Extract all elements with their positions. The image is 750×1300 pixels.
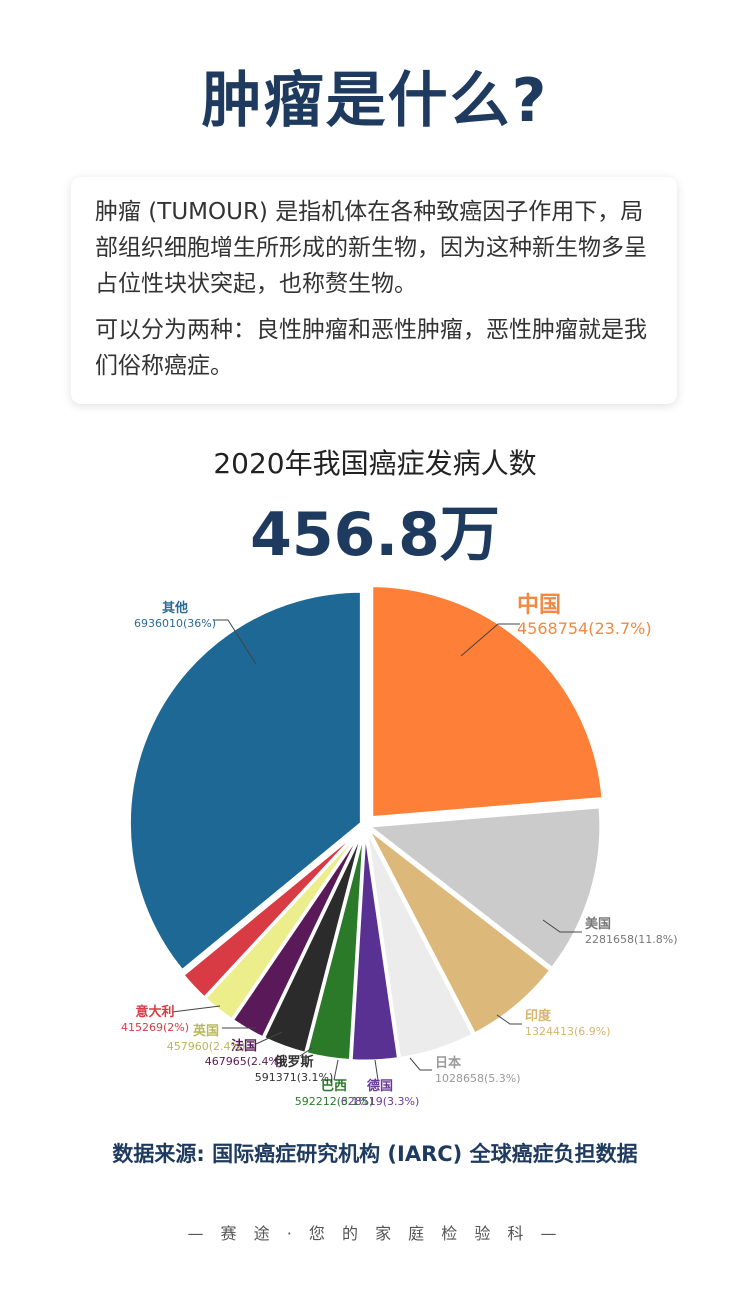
leader-line-9 bbox=[171, 1005, 221, 1013]
leader-line-7 bbox=[255, 1031, 283, 1045]
slice-value-label-7: 467965(2.4%) bbox=[205, 1055, 284, 1068]
slice-value-label-6: 591371(3.1%) bbox=[255, 1071, 334, 1084]
intro-paragraph-2: 可以分为两种：良性肿瘤和恶性肿瘤，恶性肿瘤就是我们俗称癌症。 bbox=[95, 317, 647, 379]
slice-name-label-3: 日本 bbox=[435, 1055, 461, 1071]
slice-name-label-1: 美国 bbox=[585, 916, 611, 932]
slice-name-label-10: 其他 bbox=[162, 600, 188, 616]
slice-name-label-5: 巴西 bbox=[321, 1079, 347, 1094]
pie-slice-2 bbox=[366, 826, 553, 1036]
data-source: 数据来源: 国际癌症研究机构 (IARC) 全球癌症负担数据 bbox=[112, 1142, 638, 1166]
slice-value-label-8: 457960(2.4%) bbox=[167, 1040, 246, 1053]
pie-slice-10 bbox=[127, 589, 363, 973]
slice-value-label-2: 1324413(6.9%) bbox=[525, 1025, 611, 1038]
leader-line-4 bbox=[374, 1059, 379, 1081]
leader-line-2 bbox=[496, 1014, 522, 1025]
slice-value-label-4: 628519(3.3%) bbox=[341, 1095, 420, 1108]
slice-name-label-8: 英国 bbox=[192, 1023, 219, 1039]
leader-line-3 bbox=[409, 1057, 432, 1071]
footer-brand: — 赛 途 · 您 的 家 庭 检 验 科 — bbox=[187, 1224, 563, 1243]
page-title: 肿瘤是什么? bbox=[201, 66, 549, 136]
leader-line-5 bbox=[333, 1059, 339, 1081]
chart-subtitle: 2020年我国癌症发病人数 bbox=[213, 447, 537, 480]
intro-card: 肿瘤 (TUMOUR) 是指机体在各种致癌因子作用下，局部组织细胞增生所形成的新… bbox=[71, 177, 677, 404]
leader-line-0 bbox=[460, 623, 520, 657]
leader-line-6 bbox=[299, 1047, 313, 1057]
slice-value-label-0: 4568754(23.7%) bbox=[517, 619, 652, 638]
slice-value-label-5: 592212(3.1%) bbox=[295, 1095, 374, 1108]
leader-line-1 bbox=[542, 919, 582, 933]
slice-name-label-6: 俄罗斯 bbox=[273, 1054, 313, 1070]
slice-name-label-2: 印度 bbox=[525, 1008, 552, 1024]
pie-slice-1 bbox=[364, 805, 603, 971]
slice-name-label-7: 法国 bbox=[231, 1038, 257, 1054]
slice-value-label-9: 415269(2%) bbox=[121, 1021, 189, 1034]
total-cases-number: 456.8万 bbox=[250, 500, 500, 570]
slice-value-label-10: 6936010(36%) bbox=[134, 617, 216, 630]
slice-name-label-0: 中国 bbox=[517, 593, 561, 618]
leader-line-10 bbox=[213, 619, 257, 665]
slice-value-label-1: 2281658(11.8%) bbox=[585, 933, 678, 946]
slice-name-label-9: 意大利 bbox=[135, 1004, 174, 1020]
slice-name-label-4: 德国 bbox=[367, 1078, 393, 1094]
slice-value-label-3: 1028658(5.3%) bbox=[435, 1072, 521, 1085]
pie-slice-0 bbox=[370, 584, 605, 820]
pie-slice-9 bbox=[180, 826, 364, 1001]
intro-paragraph-1: 肿瘤 (TUMOUR) 是指机体在各种致癌因子作用下，局部组织细胞增生所形成的新… bbox=[95, 199, 647, 297]
